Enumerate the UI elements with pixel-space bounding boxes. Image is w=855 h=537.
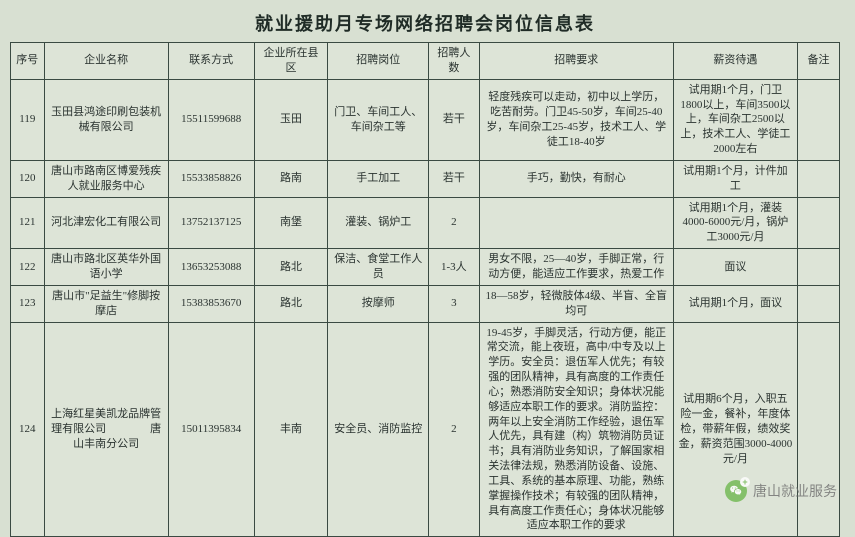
- cell-req: 轻度残疾可以走动，初中以上学历，吃苦耐劳。门卫45-50岁，车间25-40岁，车…: [479, 79, 673, 160]
- cell-req: 手巧，勤快，有耐心: [479, 160, 673, 197]
- cell-contact: 15383853670: [168, 285, 254, 322]
- wechat-icon: +: [725, 480, 747, 502]
- cell-county: 丰南: [254, 322, 328, 537]
- col-0: 序号: [11, 43, 45, 80]
- cell-contact: 15011395834: [168, 322, 254, 537]
- cell-contact: 13653253088: [168, 249, 254, 286]
- plus-icon: +: [740, 477, 750, 487]
- cell-num: 2: [429, 197, 479, 249]
- cell-sal: 试用期1个月，灌装4000-6000元/月，锅炉工3000元/月: [673, 197, 797, 249]
- cell-note: [797, 249, 839, 286]
- cell-seq: 123: [11, 285, 45, 322]
- cell-name: 玉田县鸿途印刷包装机械有限公司: [44, 79, 168, 160]
- cell-seq: 124: [11, 322, 45, 537]
- col-8: 备注: [797, 43, 839, 80]
- col-5: 招聘人数: [429, 43, 479, 80]
- col-3: 企业所在县区: [254, 43, 328, 80]
- table-row: 120唐山市路南区博爱残疾人就业服务中心15533858826路南手工加工若干手…: [11, 160, 840, 197]
- cell-sal: 试用期6个月，入职五险一金，餐补，年度体检，带薪年假，绩效奖金，薪资范围3000…: [673, 322, 797, 537]
- cell-name: 唐山市路南区博爱残疾人就业服务中心: [44, 160, 168, 197]
- cell-num: 2: [429, 322, 479, 537]
- cell-post: 按摩师: [328, 285, 429, 322]
- cell-name: 上海红星美凯龙品牌管理有限公司 唐山丰南分公司: [44, 322, 168, 537]
- cell-req: 18—58岁，轻微肢体4级、半盲、全盲均可: [479, 285, 673, 322]
- cell-county: 路北: [254, 285, 328, 322]
- watermark-text: 唐山就业服务: [753, 481, 837, 501]
- table-row: 123唐山市"足益生"修脚按摩店15383853670路北按摩师318—58岁，…: [11, 285, 840, 322]
- col-7: 薪资待遇: [673, 43, 797, 80]
- cell-contact: 13752137125: [168, 197, 254, 249]
- cell-num: 若干: [429, 79, 479, 160]
- watermark: + 唐山就业服务: [725, 480, 837, 502]
- cell-post: 门卫、车间工人、车间杂工等: [328, 79, 429, 160]
- cell-note: [797, 285, 839, 322]
- cell-post: 手工加工: [328, 160, 429, 197]
- cell-note: [797, 160, 839, 197]
- cell-seq: 122: [11, 249, 45, 286]
- cell-county: 路南: [254, 160, 328, 197]
- cell-post: 保洁、食堂工作人员: [328, 249, 429, 286]
- col-6: 招聘要求: [479, 43, 673, 80]
- cell-county: 玉田: [254, 79, 328, 160]
- table-row: 121河北津宏化工有限公司13752137125南堡灌装、锅炉工2 试用期1个月，…: [11, 197, 840, 249]
- cell-note: [797, 322, 839, 537]
- cell-sal: 试用期1个月，计件加工: [673, 160, 797, 197]
- sheet: 就业援助月专场网络招聘会岗位信息表 序号企业名称联系方式企业所在县区招聘岗位招聘…: [10, 6, 840, 537]
- cell-note: [797, 197, 839, 249]
- cell-num: 3: [429, 285, 479, 322]
- cell-req: [479, 197, 673, 249]
- cell-seq: 119: [11, 79, 45, 160]
- cell-seq: 121: [11, 197, 45, 249]
- cell-sal: 试用期1个月，面议: [673, 285, 797, 322]
- table-row: 122唐山市路北区英华外国语小学13653253088路北保洁、食堂工作人员1-…: [11, 249, 840, 286]
- col-4: 招聘岗位: [328, 43, 429, 80]
- cell-num: 若干: [429, 160, 479, 197]
- page-title: 就业援助月专场网络招聘会岗位信息表: [10, 10, 840, 36]
- cell-sal: 面议: [673, 249, 797, 286]
- cell-name: 唐山市路北区英华外国语小学: [44, 249, 168, 286]
- col-2: 联系方式: [168, 43, 254, 80]
- cell-name: 河北津宏化工有限公司: [44, 197, 168, 249]
- cell-name: 唐山市"足益生"修脚按摩店: [44, 285, 168, 322]
- cell-req: 男女不限，25—40岁，手脚正常，行动方便，能适应工作要求，热爱工作: [479, 249, 673, 286]
- table-row: 119玉田县鸿途印刷包装机械有限公司15511599688玉田门卫、车间工人、车…: [11, 79, 840, 160]
- cell-contact: 15511599688: [168, 79, 254, 160]
- cell-note: [797, 79, 839, 160]
- cell-sal: 试用期1个月，门卫1800以上，车间3500以上，车间杂工2500以上，技术工人…: [673, 79, 797, 160]
- table-row: 124上海红星美凯龙品牌管理有限公司 唐山丰南分公司15011395834丰南安…: [11, 322, 840, 537]
- col-1: 企业名称: [44, 43, 168, 80]
- jobs-table: 序号企业名称联系方式企业所在县区招聘岗位招聘人数招聘要求薪资待遇备注 119玉田…: [10, 42, 840, 537]
- cell-county: 南堡: [254, 197, 328, 249]
- cell-num: 1-3人: [429, 249, 479, 286]
- cell-contact: 15533858826: [168, 160, 254, 197]
- cell-post: 灌装、锅炉工: [328, 197, 429, 249]
- cell-post: 安全员、消防监控: [328, 322, 429, 537]
- cell-seq: 120: [11, 160, 45, 197]
- cell-county: 路北: [254, 249, 328, 286]
- cell-req: 19-45岁，手脚灵活，行动方便，能正常交流，能上夜班，高中/中专及以上学历。安…: [479, 322, 673, 537]
